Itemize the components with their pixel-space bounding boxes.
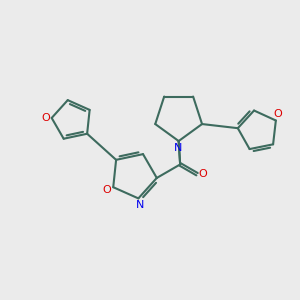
Text: N: N (174, 142, 182, 153)
Text: O: O (199, 169, 207, 179)
Text: O: O (41, 113, 50, 123)
Text: O: O (273, 109, 282, 119)
Text: O: O (103, 184, 112, 195)
Text: N: N (136, 200, 144, 210)
